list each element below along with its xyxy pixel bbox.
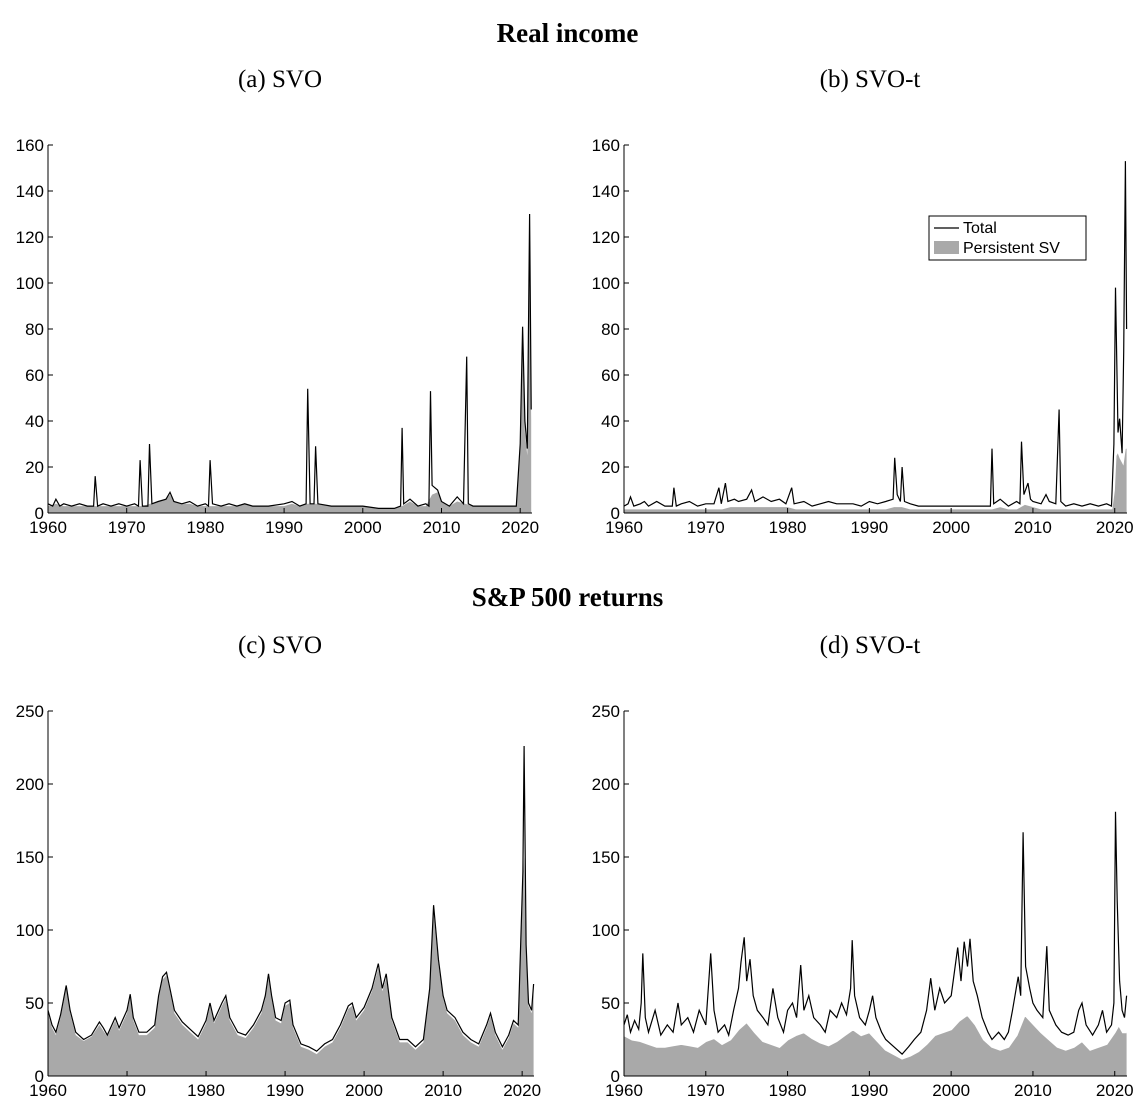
x-tick-label: 1980 [769, 518, 807, 537]
persistent-sv-outline [623, 1012, 1127, 1060]
x-tick-label: 2010 [423, 518, 461, 537]
y-tick-label: 0 [611, 504, 620, 523]
x-tick-label: 1970 [108, 1081, 146, 1100]
y-tick-label: 150 [16, 848, 44, 867]
legend-total-label: Total [963, 220, 997, 237]
x-tick-label: 1960 [605, 518, 643, 537]
y-tick-label: 100 [592, 274, 620, 293]
y-tick-label: 160 [592, 136, 620, 155]
total-line [47, 745, 535, 1052]
x-tick-label: 1970 [687, 518, 725, 537]
y-tick-label: 250 [592, 702, 620, 721]
y-tick-label: 20 [25, 458, 44, 477]
x-tick-label: 1960 [29, 518, 67, 537]
section-title-real-income: Real income [496, 18, 639, 48]
y-tick-label: 140 [16, 182, 44, 201]
persistent-sv-area [48, 857, 534, 1076]
y-tick-label: 80 [25, 320, 44, 339]
y-tick-label: 50 [601, 994, 620, 1013]
y-tick-label: 0 [611, 1067, 620, 1086]
y-tick-label: 100 [592, 921, 620, 940]
x-tick-label: 2020 [1096, 1081, 1134, 1100]
x-tick-label: 2020 [503, 1081, 541, 1100]
x-tick-label: 2020 [501, 518, 539, 537]
x-tick-label: 1990 [850, 1081, 888, 1100]
y-tick-label: 250 [16, 702, 44, 721]
y-tick-label: 120 [592, 228, 620, 247]
persistent-sv-outline [624, 443, 1128, 510]
section-title-sp500: S&P 500 returns [471, 582, 664, 612]
x-tick-label: 1990 [266, 1081, 304, 1100]
panel-title-c: (c) SVO [237, 632, 322, 659]
y-tick-label: 0 [35, 504, 44, 523]
y-tick-label: 200 [592, 775, 620, 794]
x-tick-label: 2000 [932, 1081, 970, 1100]
total-line [623, 811, 1128, 1055]
y-tick-label: 100 [16, 274, 44, 293]
y-tick-label: 160 [16, 136, 44, 155]
x-tick-label: 1990 [265, 518, 303, 537]
y-tick-label: 40 [25, 412, 44, 431]
y-tick-label: 20 [601, 458, 620, 477]
x-tick-label: 1960 [605, 1081, 643, 1100]
y-tick-label: 100 [16, 921, 44, 940]
y-tick-label: 120 [16, 228, 44, 247]
y-tick-label: 140 [592, 182, 620, 201]
x-tick-label: 1970 [108, 518, 146, 537]
x-tick-label: 1980 [186, 518, 224, 537]
x-tick-label: 2000 [932, 518, 970, 537]
y-tick-label: 80 [601, 320, 620, 339]
x-tick-label: 2000 [344, 518, 382, 537]
x-tick-label: 1990 [850, 518, 888, 537]
x-tick-label: 1980 [769, 1081, 807, 1100]
x-tick-label: 2010 [1014, 1081, 1052, 1100]
x-tick-label: 1960 [29, 1081, 67, 1100]
y-tick-label: 150 [592, 848, 620, 867]
x-tick-label: 2000 [345, 1081, 383, 1100]
panel-title-a: (a) SVO [237, 66, 322, 93]
y-tick-label: 200 [16, 775, 44, 794]
persistent-sv-area [624, 1014, 1127, 1076]
y-tick-label: 60 [601, 366, 620, 385]
legend-persistent-label: Persistent SV [963, 240, 1060, 257]
total-line [623, 161, 1128, 508]
legend-persistent-swatch [934, 241, 959, 254]
panel-title-b: (b) SVO-t [819, 66, 921, 93]
x-tick-label: 1980 [187, 1081, 225, 1100]
x-tick-label: 2010 [424, 1081, 462, 1100]
y-tick-label: 40 [601, 412, 620, 431]
y-tick-label: 50 [25, 994, 44, 1013]
y-tick-label: 60 [25, 366, 44, 385]
total-line [47, 213, 532, 509]
x-tick-label: 1970 [687, 1081, 725, 1100]
y-tick-label: 0 [35, 1067, 44, 1086]
panel-title-d: (d) SVO-t [819, 632, 921, 659]
x-tick-label: 2010 [1014, 518, 1052, 537]
x-tick-label: 2020 [1096, 518, 1134, 537]
